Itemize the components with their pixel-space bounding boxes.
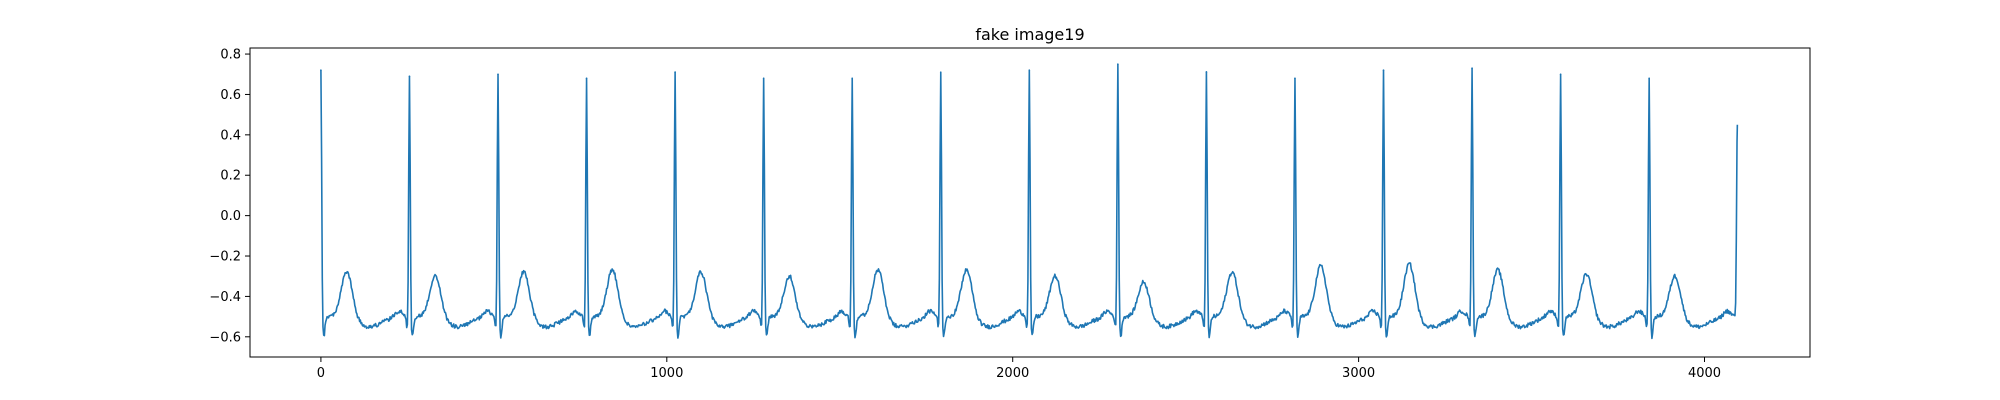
chart-title: fake image19 [975,25,1084,44]
r-peak-point [851,77,854,80]
x-tick-label: 0 [317,366,325,381]
y-tick-label: 0.2 [220,169,241,184]
r-peak-point [762,77,765,80]
x-tick-label: 3000 [1342,366,1375,381]
r-peak-point [1028,69,1031,72]
r-peak-point [497,73,499,76]
y-tick-label: 0.0 [220,209,241,224]
r-peak-point [408,75,411,78]
plot-frame [249,47,1811,358]
y-tick-label: 0.6 [220,88,241,103]
y-tick-label: 0.8 [220,48,241,63]
r-peak-point [320,69,322,72]
r-peak-point [1648,77,1650,80]
y-tick-label: −0.4 [209,290,241,305]
r-peak-point [1117,63,1119,65]
x-tick-label: 1000 [650,366,683,381]
r-peak-point [1559,73,1562,76]
r-peak-point [1294,77,1296,80]
x-tick-label: 4000 [1688,366,1721,381]
y-tick-label: −0.6 [209,330,241,345]
r-peak-point [1205,71,1208,74]
y-tick-label: −0.2 [209,250,241,265]
r-peak-point [674,71,676,74]
r-peak-point [585,77,588,80]
r-peak-point [1471,67,1473,69]
x-tick-label: 2000 [996,366,1029,381]
y-tick-label: 0.4 [220,128,241,143]
ecg-series-line [320,63,1739,340]
r-peak-point [939,71,942,74]
r-peak-point [1382,69,1385,72]
